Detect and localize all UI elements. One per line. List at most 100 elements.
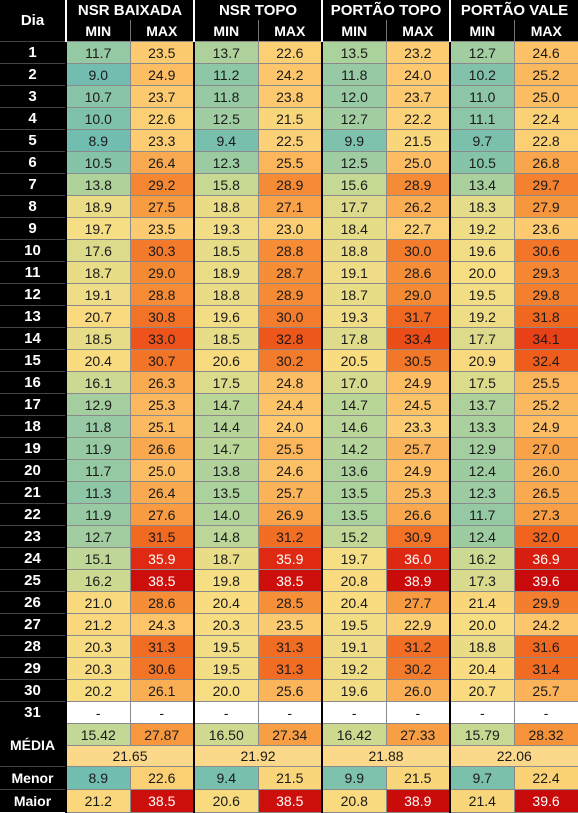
max-cell: 34.1 [513,327,578,350]
min-cell: 17.5 [449,371,515,394]
max-cell: 25.7 [513,679,578,702]
max-cell: 28.8 [129,283,195,306]
max-cell: 36.9 [513,547,578,570]
min-cell: 16.1 [65,371,131,394]
min-cell: 11.3 [65,481,131,504]
min-cell: 11.7 [449,503,515,526]
max-cell: 38.5 [129,569,195,592]
day-number: 21 [0,481,66,504]
max-cell: 38.9 [385,569,451,592]
max-cell: 27.9 [513,195,578,218]
max-cell: 27.5 [129,195,195,218]
menor-value: 8.9 [65,766,131,790]
max-cell: 24.2 [513,613,578,636]
day-number: 17 [0,393,66,416]
max-cell: 26.4 [129,481,195,504]
max-cell: 31.3 [129,635,195,658]
min-cell: 12.5 [321,151,387,174]
menor-label: Menor [0,766,66,790]
day-header: Dia [0,0,66,42]
media-value: 16.50 [193,723,259,746]
table-row: 23 12.7 31.5 14.8 31.2 15.2 30.9 12.4 32.0 [0,525,578,548]
max-cell: 22.6 [257,41,323,64]
group-header-nsr-baixada: NSR BAIXADA [65,0,194,20]
max-cell: 24.9 [129,63,195,86]
max-cell: 22.4 [513,107,578,130]
min-cell: 19.5 [193,635,259,658]
max-cell: 29.3 [513,261,578,284]
max-cell: 28.6 [129,591,195,614]
max-cell: 25.7 [257,481,323,504]
day-number: 3 [0,85,66,108]
table-row: 31- - - - - - - - [0,701,578,724]
maior-value: 20.6 [193,789,259,813]
day-number: 2 [0,63,66,86]
min-cell: 19.1 [65,283,131,306]
min-cell: 11.1 [449,107,515,130]
min-cell: 19.2 [449,305,515,328]
day-number: 19 [0,437,66,460]
max-cell: 26.5 [513,481,578,504]
min-cell: 14.7 [321,393,387,416]
max-cell: - [385,701,451,724]
max-cell: 22.7 [385,217,451,240]
min-cell: 15.2 [321,525,387,548]
min-cell: 19.1 [321,635,387,658]
min-cell: 20.4 [449,657,515,680]
min-cell: 20.4 [65,349,131,372]
min-cell: 20.0 [193,679,259,702]
min-cell: 13.8 [65,173,131,196]
max-cell: 26.8 [513,151,578,174]
min-cell: 20.4 [193,591,259,614]
min-cell: 20.0 [449,261,515,284]
min-cell: 12.3 [193,151,259,174]
min-cell: 13.7 [193,41,259,64]
min-cell: 16.2 [449,547,515,570]
max-cell: 25.7 [385,437,451,460]
max-cell: 24.6 [513,41,578,64]
table-row: 18 11.8 25.1 14.4 24.0 14.6 23.3 13.3 24.9 [0,415,578,438]
max-cell: 24.6 [257,459,323,482]
table-row: 19 11.9 26.6 14.7 25.5 14.2 25.7 12.9 27.0 [0,437,578,460]
max-cell: - [257,701,323,724]
media-value: 16.42 [321,723,387,746]
min-cell: - [321,701,387,724]
max-cell: 31.4 [513,657,578,680]
max-cell: 24.9 [385,459,451,482]
max-cell: 29.9 [513,591,578,614]
max-cell: 33.4 [385,327,451,350]
min-cell: 11.0 [449,85,515,108]
max-cell: 28.8 [257,239,323,262]
max-cell: 22.2 [385,107,451,130]
min-cell: 20.7 [65,305,131,328]
day-number: 7 [0,173,66,196]
min-cell: 11.9 [65,503,131,526]
max-cell: 29.8 [513,283,578,306]
min-cell: 20.6 [193,349,259,372]
min-cell: 20.3 [65,657,131,680]
max-cell: 32.4 [513,349,578,372]
max-cell: 24.0 [257,415,323,438]
max-cell: 30.2 [257,349,323,372]
max-cell: 36.0 [385,547,451,570]
max-cell: 38.5 [257,569,323,592]
min-cell: 18.7 [65,261,131,284]
max-cell: 23.7 [129,85,195,108]
table-row: 16 16.1 26.3 17.5 24.8 17.0 24.9 17.5 25.5 [0,371,578,394]
min-cell: 18.5 [65,327,131,350]
min-cell: 19.6 [321,679,387,702]
min-cell: 18.5 [193,239,259,262]
max-cell: 24.2 [257,63,323,86]
table-row: 4 10.0 22.6 12.5 21.5 12.7 22.2 11.1 22.4 [0,107,578,130]
min-cell: 20.9 [449,349,515,372]
min-cell: 17.5 [193,371,259,394]
min-cell: 13.4 [449,173,515,196]
day-number: 11 [0,261,66,284]
max-cell: 26.3 [129,371,195,394]
max-cell: 25.1 [129,415,195,438]
max-cell: 30.5 [385,349,451,372]
max-cell: 39.6 [513,569,578,592]
max-cell: 27.1 [257,195,323,218]
table-row: 15 20.4 30.7 20.6 30.2 20.5 30.5 20.9 32.4 [0,349,578,372]
